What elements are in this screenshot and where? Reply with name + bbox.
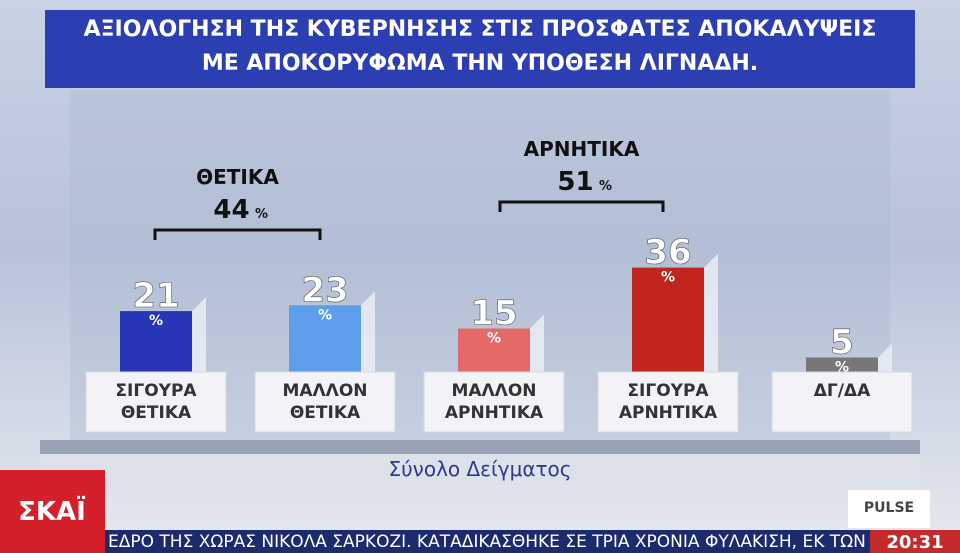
value-unit: % — [149, 313, 163, 329]
x-tick-label: ΣΙΓΟΥΡΑ ΘΕΤΙΚΑ — [115, 381, 197, 423]
value-label: 5 — [830, 323, 854, 363]
group-label: ΑΡΝΗΤΙΚΑ — [524, 137, 640, 161]
value-label: 23 — [301, 270, 348, 310]
x-tick-label: ΣΙΓΟΥΡΑ ΑΡΝΗΤΙΚΑ — [618, 381, 718, 423]
group-bracket — [498, 200, 665, 212]
bar — [458, 328, 530, 372]
x-tick-label: ΜΑΛΛΟΝ ΑΡΝΗΤΙΚΑ — [444, 381, 544, 423]
chart-title: ΜΕ ΑΠΟΚΟΡΥΦΩΜΑ ΤΗΝ ΥΠΟΘΕΣΗ ΛΙΓΝΑΔΗ. — [202, 51, 758, 76]
value-label: 15 — [470, 294, 517, 334]
clock: 20:31 — [886, 532, 943, 553]
bar-shadow — [361, 291, 375, 372]
ticker-bar — [0, 530, 960, 553]
source-name: PULSE — [864, 500, 914, 516]
value-unit: % — [661, 270, 675, 286]
x-tick-label: ΔΓ/ΔΑ — [813, 381, 871, 401]
group-bracket — [153, 228, 322, 240]
subtitle-band — [40, 454, 920, 484]
group-unit: % — [255, 207, 268, 222]
value-label: 21 — [132, 276, 179, 316]
subtitle: Σύνολο Δείγματος — [388, 457, 571, 481]
ticker-text: ΕΔΡΟ ΤΗΣ ΧΩΡΑΣ ΝΙΚΟΛΑ ΣΑΡΚΟΖΙ. ΚΑΤΑΔΙΚΑΣ… — [108, 532, 868, 552]
bar-shadow — [192, 297, 206, 372]
bar-shadow — [878, 343, 892, 372]
group-value: 44 — [213, 195, 249, 225]
bar — [120, 311, 192, 372]
bar — [289, 305, 361, 372]
category-box — [597, 371, 739, 433]
value-unit: % — [487, 331, 501, 347]
channel-logo — [0, 470, 105, 553]
category-box — [423, 371, 565, 433]
value-unit: % — [318, 307, 332, 323]
source-logo — [848, 490, 930, 528]
category-box — [85, 371, 227, 433]
channel-name: ΣΚΑΪ — [18, 495, 86, 527]
clock-box — [870, 530, 960, 553]
bar — [632, 267, 704, 372]
group-unit: % — [599, 179, 612, 194]
x-tick-label: ΜΑΛΛΟΝ ΘΕΤΙΚΑ — [282, 381, 368, 423]
category-box — [254, 371, 396, 433]
bar — [806, 357, 878, 372]
category-box — [771, 371, 913, 433]
bar-shadow — [530, 314, 544, 372]
group-label: ΘΕΤΙΚΑ — [196, 165, 279, 189]
chart-title: ΑΞΙΟΛΟΓΗΣΗ ΤΗΣ ΚΥΒΕΡΝΗΣΗΣ ΣΤΙΣ ΠΡΟΣΦΑΤΕΣ… — [84, 17, 877, 42]
bar-shadow — [704, 253, 718, 372]
title-banner — [45, 10, 915, 88]
value-label: 36 — [644, 233, 691, 273]
group-value: 51 — [557, 167, 593, 197]
platform — [40, 440, 920, 454]
